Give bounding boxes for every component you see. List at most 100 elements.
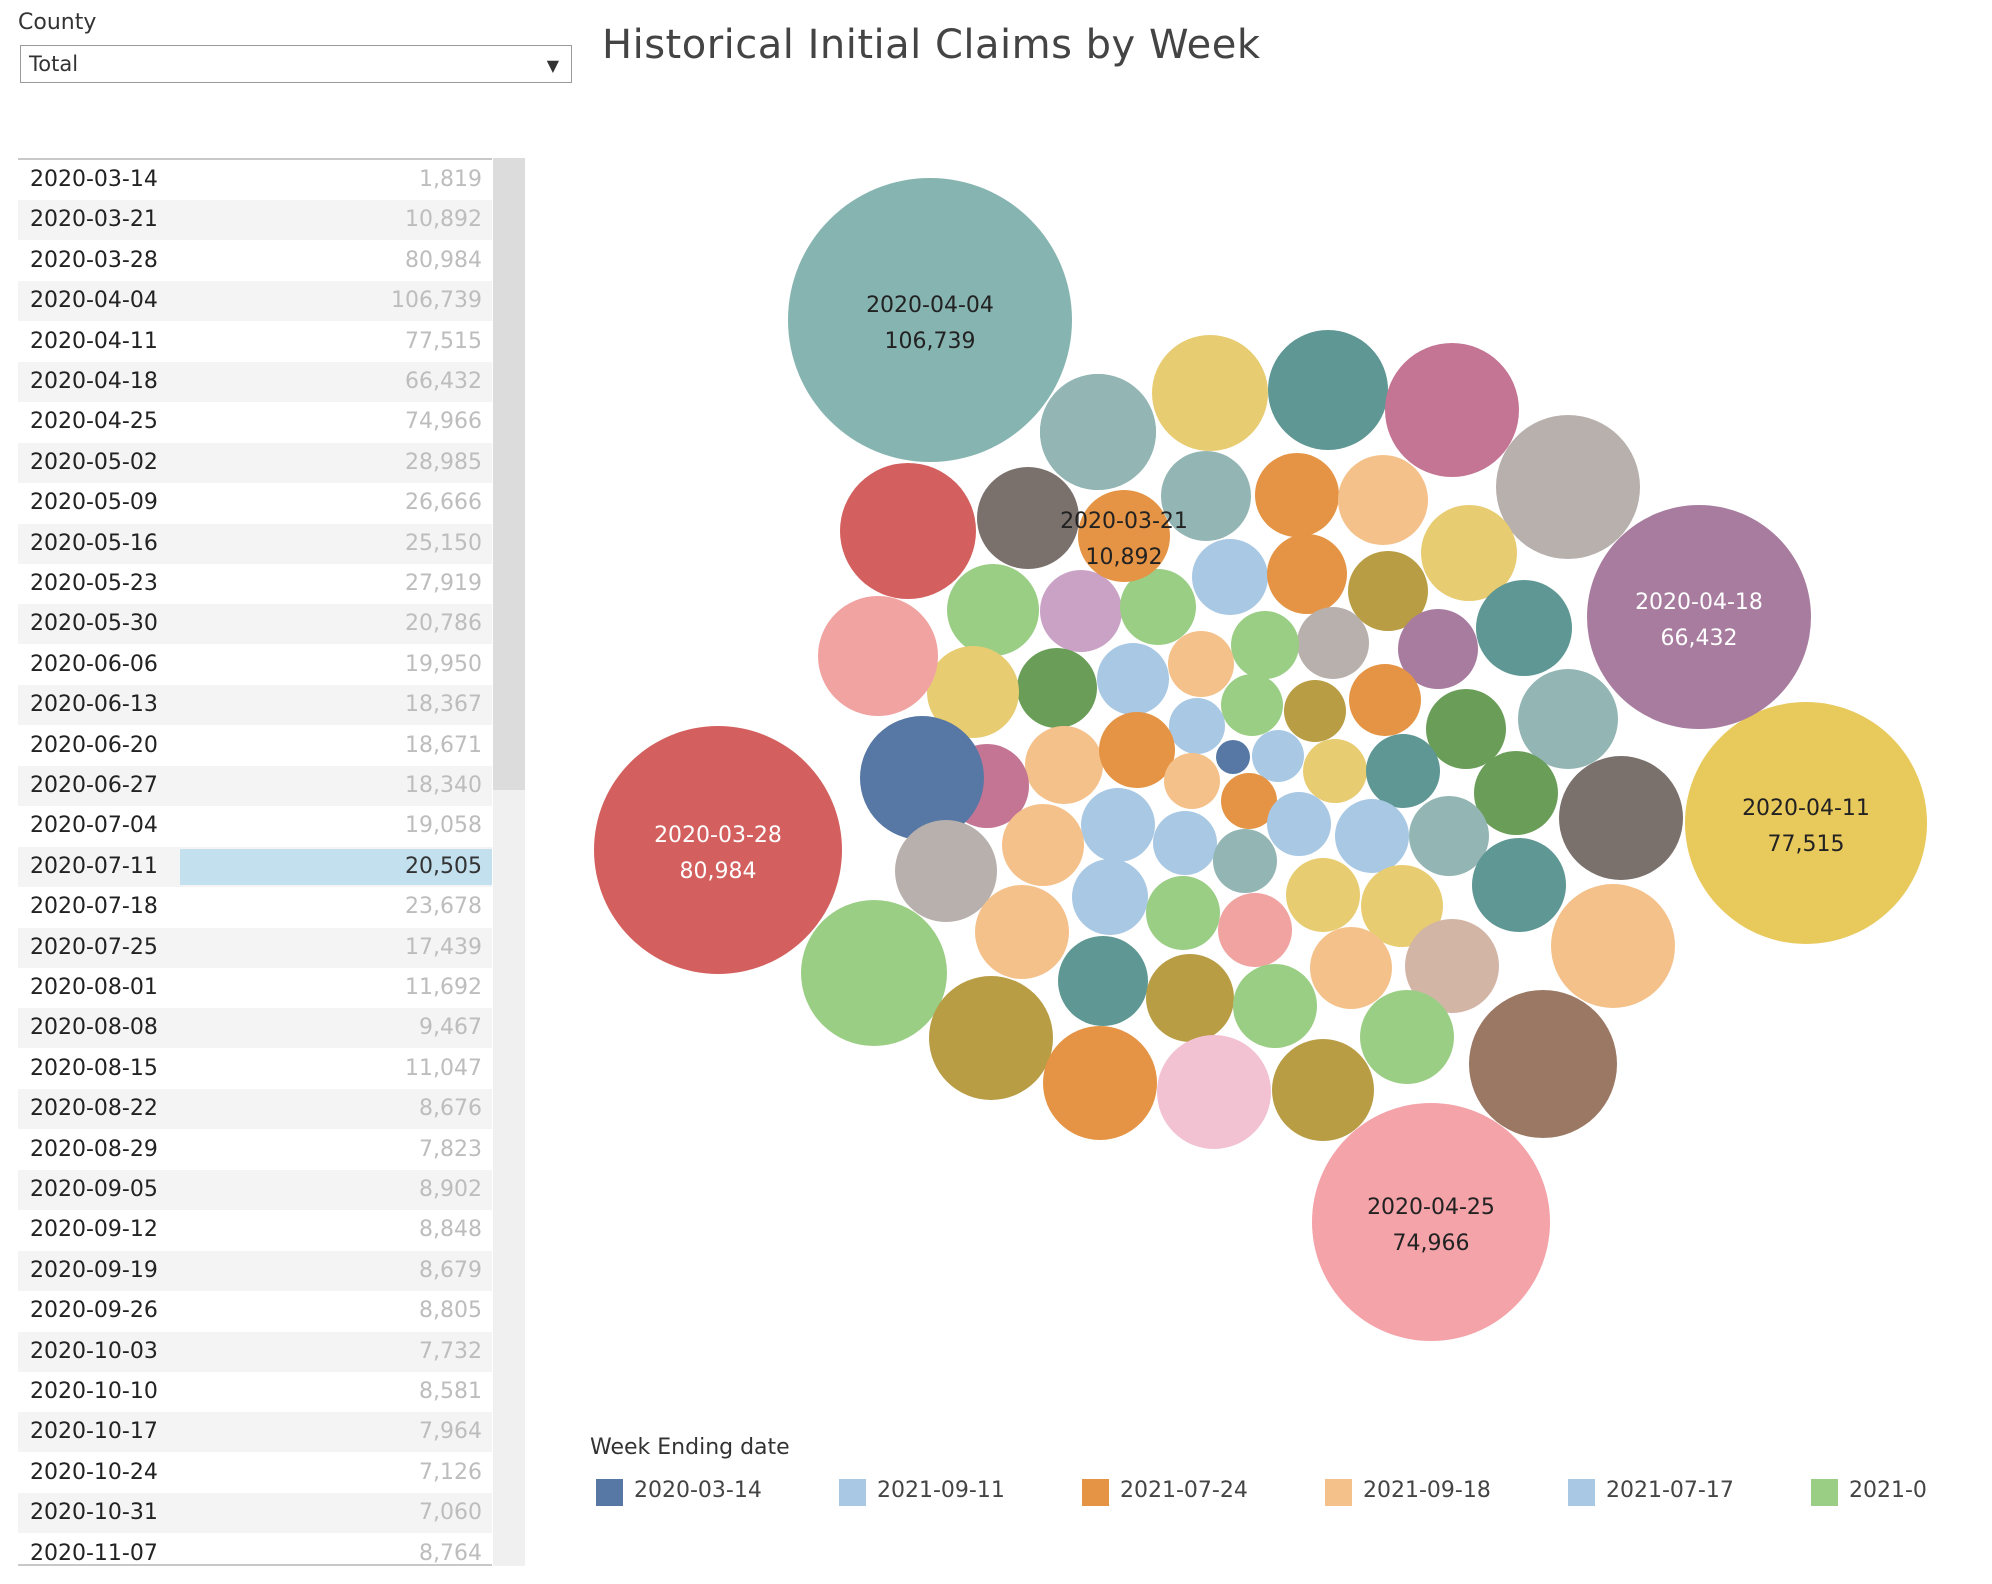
table-row[interactable]: 2020-10-17 7,964 bbox=[18, 1412, 492, 1453]
table-row[interactable]: 2020-08-29 7,823 bbox=[18, 1130, 492, 1170]
bubble[interactable] bbox=[927, 646, 1019, 738]
bubble[interactable] bbox=[1213, 829, 1277, 893]
table-row[interactable]: 2020-07-11 20,505 bbox=[18, 846, 492, 887]
bubble[interactable] bbox=[1398, 609, 1478, 689]
bubble[interactable] bbox=[1043, 1026, 1157, 1140]
bubble[interactable] bbox=[1361, 865, 1443, 947]
table-row[interactable]: 2020-03-28 80,984 bbox=[18, 241, 492, 281]
bubble[interactable] bbox=[1152, 335, 1268, 451]
bubble[interactable] bbox=[1349, 664, 1421, 736]
table-row[interactable]: 2020-06-06 19,950 bbox=[18, 645, 492, 685]
table-row[interactable]: 2020-10-31 7,060 bbox=[18, 1493, 492, 1534]
bubble[interactable] bbox=[1421, 505, 1517, 601]
bubble[interactable] bbox=[801, 900, 947, 1046]
bubble-2020-04-04[interactable] bbox=[788, 178, 1072, 462]
bubble[interactable] bbox=[1216, 740, 1250, 774]
bubble[interactable] bbox=[1385, 343, 1519, 477]
bubble[interactable] bbox=[1157, 1035, 1271, 1149]
table-row[interactable]: 2020-07-18 23,678 bbox=[18, 887, 492, 927]
bubble[interactable] bbox=[1025, 726, 1103, 804]
bubble[interactable] bbox=[975, 885, 1069, 979]
bubble-2020-03-21[interactable] bbox=[1078, 490, 1170, 582]
bubble[interactable] bbox=[895, 820, 997, 922]
table-row[interactable]: 2020-09-19 8,679 bbox=[18, 1250, 492, 1291]
bubble[interactable] bbox=[1058, 936, 1148, 1026]
table-row[interactable]: 2020-06-27 18,340 bbox=[18, 766, 492, 806]
bubble[interactable] bbox=[1072, 859, 1148, 935]
table-row[interactable]: 2020-06-13 18,367 bbox=[18, 685, 492, 726]
bubble[interactable] bbox=[1469, 990, 1617, 1138]
table-row[interactable]: 2020-08-08 9,467 bbox=[18, 1008, 492, 1049]
bubble[interactable] bbox=[1559, 756, 1683, 880]
bubble[interactable] bbox=[1297, 607, 1369, 679]
bubble[interactable] bbox=[1518, 669, 1618, 769]
bubble[interactable] bbox=[947, 564, 1039, 656]
table-row[interactable]: 2020-06-20 18,671 bbox=[18, 726, 492, 766]
bubble[interactable] bbox=[1338, 455, 1428, 545]
bubble[interactable] bbox=[1272, 1039, 1374, 1141]
bubble[interactable] bbox=[1360, 990, 1454, 1084]
bubble[interactable] bbox=[1284, 680, 1346, 742]
bubble[interactable] bbox=[1426, 689, 1506, 769]
bubble[interactable] bbox=[1366, 734, 1440, 808]
table-row[interactable]: 2020-08-01 11,692 bbox=[18, 968, 492, 1008]
bubble[interactable] bbox=[1335, 799, 1409, 873]
bubble-2020-03-28[interactable] bbox=[594, 726, 842, 974]
bubble[interactable] bbox=[1164, 753, 1220, 809]
table-row[interactable]: 2020-05-16 25,150 bbox=[18, 523, 492, 564]
bubble[interactable] bbox=[1040, 374, 1156, 490]
table-scrollbar-thumb[interactable] bbox=[493, 158, 525, 790]
bubble[interactable] bbox=[1267, 792, 1331, 856]
bubble[interactable] bbox=[1146, 954, 1234, 1042]
bubble[interactable] bbox=[1081, 788, 1155, 862]
table-row[interactable]: 2020-11-07 8,764 bbox=[18, 1534, 492, 1574]
bubble[interactable] bbox=[1551, 884, 1675, 1008]
table-row[interactable]: 2020-09-12 8,848 bbox=[18, 1210, 492, 1250]
table-row[interactable]: 2020-04-11 77,515 bbox=[18, 322, 492, 362]
table-row[interactable]: 2020-08-15 11,047 bbox=[18, 1049, 492, 1089]
bubble[interactable] bbox=[1268, 330, 1388, 450]
table-row[interactable]: 2020-07-04 19,058 bbox=[18, 806, 492, 846]
bubble[interactable] bbox=[1192, 539, 1268, 615]
table-row[interactable]: 2020-07-25 17,439 bbox=[18, 927, 492, 968]
bubble-2020-04-11[interactable] bbox=[1685, 702, 1927, 944]
bubble[interactable] bbox=[1310, 927, 1392, 1009]
table-row[interactable]: 2020-05-23 27,919 bbox=[18, 564, 492, 604]
bubble[interactable] bbox=[1161, 451, 1251, 541]
bubble[interactable] bbox=[1231, 611, 1299, 679]
bubble[interactable] bbox=[840, 463, 976, 599]
bubble[interactable] bbox=[1153, 811, 1217, 875]
bubble[interactable] bbox=[1233, 964, 1317, 1048]
bubble-2020-04-25[interactable] bbox=[1312, 1103, 1550, 1341]
table-row[interactable]: 2020-10-10 8,581 bbox=[18, 1372, 492, 1412]
table-row[interactable]: 2020-08-22 8,676 bbox=[18, 1089, 492, 1130]
table-row[interactable]: 2020-04-18 66,432 bbox=[18, 362, 492, 402]
bubble[interactable] bbox=[977, 467, 1079, 569]
bubble[interactable] bbox=[1472, 838, 1566, 932]
bubble[interactable] bbox=[1255, 453, 1339, 537]
bubble[interactable] bbox=[1221, 674, 1283, 736]
bubble[interactable] bbox=[1303, 739, 1367, 803]
table-row[interactable]: 2020-04-04 106,739 bbox=[18, 281, 492, 322]
bubble[interactable] bbox=[1252, 730, 1304, 782]
bubble[interactable] bbox=[1099, 712, 1175, 788]
bubble[interactable] bbox=[1409, 796, 1489, 876]
table-row[interactable]: 2020-09-05 8,902 bbox=[18, 1170, 492, 1210]
bubble-2020-04-18[interactable] bbox=[1587, 505, 1811, 729]
bubble[interactable] bbox=[1267, 534, 1347, 614]
bubble[interactable] bbox=[1169, 698, 1225, 754]
bubble[interactable] bbox=[1474, 751, 1558, 835]
bubble[interactable] bbox=[1017, 648, 1097, 728]
bubble[interactable] bbox=[1168, 631, 1234, 697]
table-row[interactable]: 2020-10-24 7,126 bbox=[18, 1453, 492, 1493]
table-row[interactable]: 2020-10-03 7,732 bbox=[18, 1331, 492, 1372]
bubble[interactable] bbox=[1218, 893, 1292, 967]
bubble[interactable] bbox=[818, 596, 938, 716]
table-row[interactable]: 2020-04-25 74,966 bbox=[18, 402, 492, 442]
chevron-down-icon[interactable]: ▼ bbox=[546, 56, 559, 75]
bubble[interactable] bbox=[1097, 643, 1169, 715]
bubble[interactable] bbox=[929, 976, 1053, 1100]
county-dropdown[interactable]: Total ▼ bbox=[20, 45, 572, 83]
table-row[interactable]: 2020-05-30 20,786 bbox=[18, 604, 492, 645]
bubble[interactable] bbox=[1348, 551, 1428, 631]
